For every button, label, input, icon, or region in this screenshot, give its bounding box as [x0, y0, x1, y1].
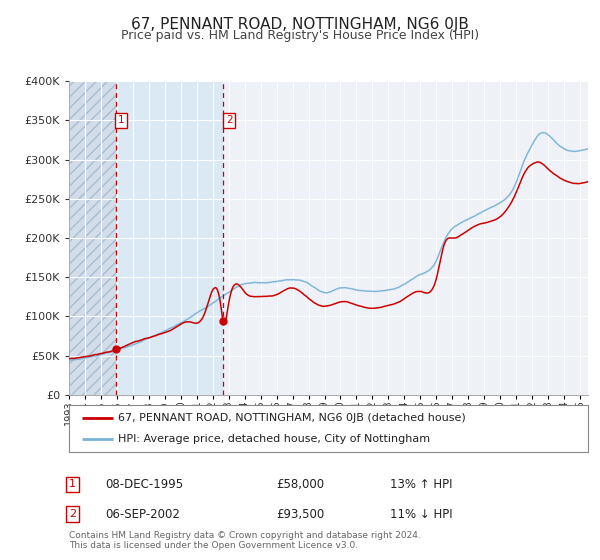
Text: £93,500: £93,500	[276, 507, 324, 521]
Text: 67, PENNANT ROAD, NOTTINGHAM, NG6 0JB: 67, PENNANT ROAD, NOTTINGHAM, NG6 0JB	[131, 17, 469, 32]
Text: 11% ↓ HPI: 11% ↓ HPI	[390, 507, 452, 521]
Text: 13% ↑ HPI: 13% ↑ HPI	[390, 478, 452, 491]
Text: 08-DEC-1995: 08-DEC-1995	[105, 478, 183, 491]
FancyBboxPatch shape	[69, 405, 588, 452]
Text: 67, PENNANT ROAD, NOTTINGHAM, NG6 0JB (detached house): 67, PENNANT ROAD, NOTTINGHAM, NG6 0JB (d…	[118, 413, 466, 423]
Text: Price paid vs. HM Land Registry's House Price Index (HPI): Price paid vs. HM Land Registry's House …	[121, 29, 479, 42]
Text: 2: 2	[226, 115, 232, 125]
Text: 1: 1	[69, 479, 76, 489]
Text: 1: 1	[118, 115, 125, 125]
Bar	[69, 81, 116, 395]
Text: £58,000: £58,000	[276, 478, 324, 491]
Text: HPI: Average price, detached house, City of Nottingham: HPI: Average price, detached house, City…	[118, 435, 430, 445]
Text: 2: 2	[69, 509, 76, 519]
Text: 06-SEP-2002: 06-SEP-2002	[105, 507, 180, 521]
Bar	[116, 81, 223, 395]
Bar	[69, 81, 116, 395]
Text: Contains HM Land Registry data © Crown copyright and database right 2024.
This d: Contains HM Land Registry data © Crown c…	[69, 530, 421, 550]
